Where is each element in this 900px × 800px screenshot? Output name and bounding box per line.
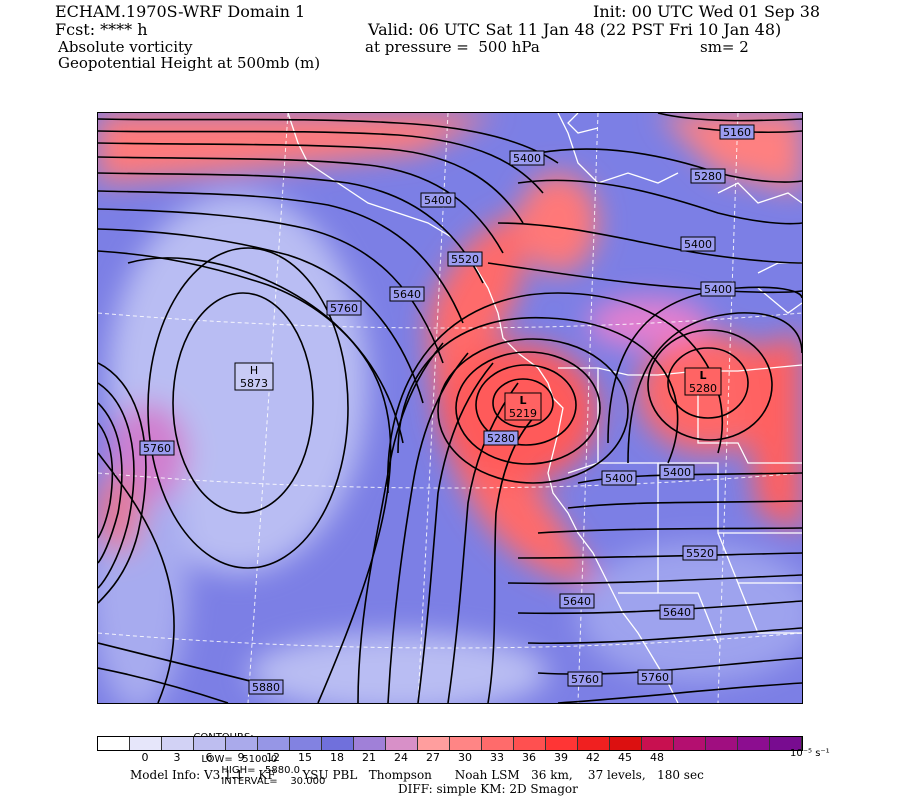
colorbar-swatch (290, 737, 322, 750)
colorbar-swatch (354, 737, 386, 750)
field-name-vorticity: Absolute vorticity (58, 38, 193, 56)
colorbar-tick-label: 0 (141, 751, 149, 764)
colorbar-swatch (98, 737, 130, 750)
contour-label: 5760 (641, 671, 669, 684)
colorbar (97, 736, 803, 751)
map-canvas: 5160 5280 5400 5400 5520 5640 5760 5400 … (98, 113, 802, 703)
contour-label: 5400 (684, 238, 712, 251)
colorbar-swatch (130, 737, 162, 750)
colorbar-tick-label: 45 (618, 751, 632, 764)
colorbar-tick-label: 24 (394, 751, 408, 764)
svg-text:H: H (250, 364, 258, 377)
colorbar-swatch (674, 737, 706, 750)
contour-label: 5640 (563, 595, 591, 608)
contour-label: 5760 (571, 673, 599, 686)
init-time: Init: 00 UTC Wed 01 Sep 38 (593, 2, 821, 21)
contour-label: 5400 (424, 194, 452, 207)
colorbar-tick-label: 12 (266, 751, 280, 764)
contour-label: 5520 (451, 253, 479, 266)
contour-label: 5640 (393, 288, 421, 301)
contour-label: 5760 (330, 302, 358, 315)
colorbar-tick-label: 18 (330, 751, 344, 764)
height-contours (98, 113, 802, 703)
colorbar-tick-label: 33 (490, 751, 504, 764)
contours-interval: INTERVAL= 30.000 (221, 776, 326, 787)
colorbar-swatch (770, 737, 802, 750)
pressure-centers: H 5873 L 5219 L 5280 (234, 362, 722, 421)
valid-time: Valid: 06 UTC Sat 11 Jan 48 (22 PST Fri … (368, 20, 782, 39)
colorbar-unit: 10⁻⁵ s⁻¹ (790, 748, 830, 759)
colorbar-tick-label: 39 (554, 751, 568, 764)
low-center-east: L 5280 (684, 367, 722, 396)
colorbar-tick-label: 27 (426, 751, 440, 764)
colorbar-swatch (610, 737, 642, 750)
colorbar-swatch (322, 737, 354, 750)
colorbar-swatch (450, 737, 482, 750)
coastlines-borders (287, 113, 802, 703)
low-center-west: L 5219 (504, 392, 542, 421)
contour-labels: 5160 5280 5400 5400 5520 5640 5760 5400 … (139, 124, 755, 695)
svg-text:L: L (699, 369, 706, 382)
colorbar-tick-label: 6 (205, 751, 213, 764)
high-center: H 5873 (234, 362, 274, 391)
colorbar-tick-label: 21 (362, 751, 376, 764)
colorbar-tick-label: 15 (298, 751, 312, 764)
colorbar-tick-label: 30 (458, 751, 472, 764)
colorbar-swatch (642, 737, 674, 750)
contours-high: HIGH= 5880.0 (221, 765, 301, 776)
contour-label: 5640 (663, 606, 691, 619)
colorbar-swatch (578, 737, 610, 750)
pressure-level: at pressure = 500 hPa (365, 38, 540, 56)
map-panel: 5160 5280 5400 5400 5520 5640 5760 5400 … (97, 112, 803, 704)
contour-label: 5400 (605, 472, 633, 485)
colorbar-swatch (162, 737, 194, 750)
colorbar-labels: 0 3 6 9 12 15 18 21 24 27 30 33 36 39 42 45 48 (97, 751, 801, 765)
colorbar-swatch (738, 737, 770, 750)
contours-low: LOW= 5100.0 (201, 754, 278, 765)
colorbar-swatch (418, 737, 450, 750)
model-domain-title: ECHAM.1970S-WRF Domain 1 (55, 2, 306, 21)
field-name-height: Geopotential Height at 500mb (m) (58, 54, 321, 72)
contour-label: 5520 (686, 547, 714, 560)
contour-label: 5400 (663, 466, 691, 479)
colorbar-tick-label: 48 (650, 751, 664, 764)
colorbar-swatch (514, 737, 546, 750)
forecast-hour: Fcst: **** h (55, 20, 148, 39)
svg-text:5280: 5280 (689, 382, 717, 395)
contour-label: 5880 (252, 681, 280, 694)
colorbar-swatch (258, 737, 290, 750)
colorbar-tick-label: 3 (173, 751, 181, 764)
colorbar-swatch (482, 737, 514, 750)
model-info: Model Info: V3.1.1 KF YSU PBL Thompson N… (130, 768, 704, 782)
contour-label: 5280 (487, 432, 515, 445)
contour-label: 5280 (694, 170, 722, 183)
contour-label: 5400 (513, 152, 541, 165)
smoothing: sm= 2 (700, 38, 749, 56)
colorbar-swatch (226, 737, 258, 750)
colorbar-tick-label: 36 (522, 751, 536, 764)
colorbar-swatch (546, 737, 578, 750)
colorbar-swatch (386, 737, 418, 750)
svg-text:5873: 5873 (240, 377, 268, 390)
contour-label: 5760 (143, 442, 171, 455)
colorbar-swatch (706, 737, 738, 750)
colorbar-tick-label: 9 (237, 751, 245, 764)
colorbar-swatch (194, 737, 226, 750)
diff-info: DIFF: simple KM: 2D Smagor (398, 782, 578, 796)
svg-text:5219: 5219 (509, 407, 537, 420)
contour-label: 5400 (704, 283, 732, 296)
svg-text:L: L (519, 394, 526, 407)
contour-label: 5160 (723, 126, 751, 139)
colorbar-tick-label: 42 (586, 751, 600, 764)
